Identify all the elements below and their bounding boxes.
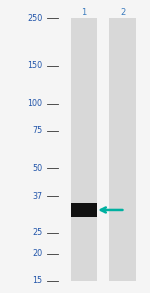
Text: 150: 150 — [27, 61, 42, 70]
Text: 50: 50 — [32, 164, 42, 173]
Bar — [70, 18, 97, 281]
Bar — [70, 203, 97, 217]
Text: 1: 1 — [81, 8, 87, 17]
Text: 2: 2 — [120, 8, 125, 17]
Bar — [109, 18, 136, 281]
Text: 75: 75 — [32, 126, 42, 135]
Text: 250: 250 — [27, 14, 42, 23]
Text: 37: 37 — [32, 192, 42, 201]
Text: 100: 100 — [27, 99, 42, 108]
Text: 20: 20 — [32, 249, 42, 258]
Text: 25: 25 — [32, 229, 42, 238]
Text: 15: 15 — [32, 276, 42, 285]
